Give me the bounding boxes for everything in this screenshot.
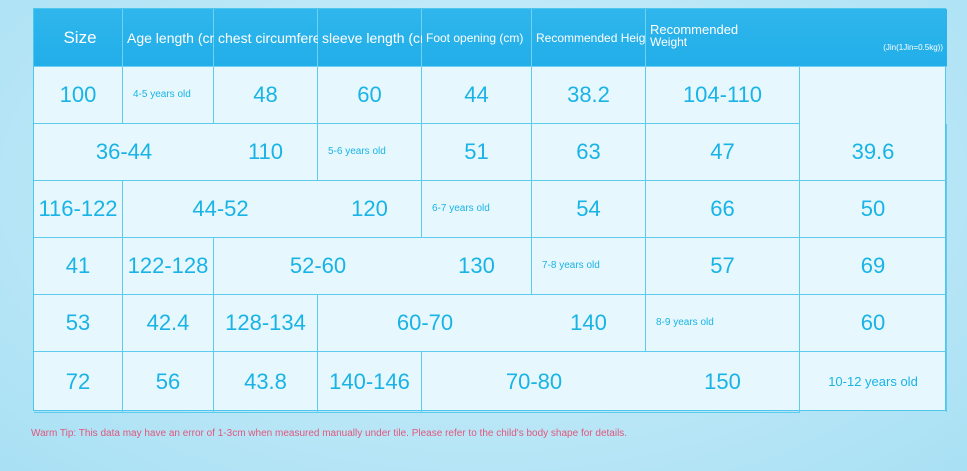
cell-age: 7-8 years old: [532, 238, 646, 295]
header-chest: chest circumference (cm): [214, 9, 375, 67]
cell-chest: 57: [646, 238, 800, 295]
warm-tip: Warm Tip: This data may have an error of…: [31, 428, 628, 439]
cell-size: 140: [532, 295, 646, 352]
cell-weight: 36-44: [34, 124, 214, 181]
cell-length: 56: [123, 352, 214, 412]
cell-age: 4-5 years old: [123, 67, 214, 124]
header-weight-line2: Weight: [650, 35, 688, 49]
cell-height: 116-122: [34, 181, 123, 238]
cell-age: 8-9 years old: [646, 295, 800, 352]
cell-chest: 54: [532, 181, 646, 238]
cell-foot: 41: [34, 238, 123, 295]
cell-foot: 42.4: [123, 295, 214, 352]
cell-length: 44: [422, 67, 532, 124]
cell-foot: 39.6: [800, 124, 947, 181]
header-recommended-weight: Recommended Weight (Jin(1Jin=0.5kg)): [646, 9, 947, 67]
cell-weight: 52-60: [214, 238, 422, 295]
cell-sleeve: 66: [646, 181, 800, 238]
cell-size: 150: [646, 352, 800, 412]
cell-chest: 51: [422, 124, 532, 181]
cell-chest: 63: [34, 412, 123, 413]
cell-chest: 60: [800, 295, 947, 352]
cell-age: 10-12 years old: [800, 352, 947, 412]
cell-size: 120: [318, 181, 422, 238]
header-sleeve: sleeve length (cm): [318, 9, 436, 67]
size-chart-table: Size Age length (cm) chest circumference…: [33, 8, 947, 413]
cell-height: 152-158: [422, 412, 532, 413]
cell-height: 104-110: [646, 67, 800, 124]
cell-weight: 60-70: [318, 295, 532, 352]
cell-length: 53: [34, 295, 123, 352]
cell-foot: 38.2: [532, 67, 646, 124]
cell-height: 140-146: [318, 352, 422, 412]
header-foot-opening: Foot opening (cm): [422, 9, 532, 67]
cell-weight: 44-52: [123, 181, 318, 238]
cell-sleeve: 69: [800, 238, 947, 295]
header-weight-note: (Jin(1Jin=0.5kg)): [883, 43, 943, 52]
cell-length: 59: [214, 412, 318, 413]
cell-sleeve: 63: [532, 124, 646, 181]
cell-chest: 48: [214, 67, 318, 124]
cell-height: 122-128: [123, 238, 214, 295]
header-age: Age length (cm): [123, 9, 226, 67]
header-size: Size: [34, 9, 123, 67]
cell-length: 47: [646, 124, 800, 181]
cell-height: 128-134: [214, 295, 318, 352]
cell-sleeve: 75: [123, 412, 214, 413]
cell-foot: 43.8: [214, 352, 318, 412]
cell-size: 130: [422, 238, 532, 295]
header-weight-line1: Recommended: [650, 22, 739, 37]
cell-weight: 70-80: [505, 369, 563, 394]
cell-weight: 80-90: [532, 412, 800, 413]
cell-age: 6-7 years old: [422, 181, 532, 238]
cell-sleeve: 72: [34, 352, 123, 412]
cell-foot: 45: [318, 412, 422, 413]
cell-sleeve: 60: [318, 67, 422, 124]
cell-size: 110: [214, 124, 318, 181]
cell-age: 5-6 years old: [318, 124, 422, 181]
cell-size: 100: [34, 67, 123, 124]
header-recommended-height: Recommended Height (cm): [532, 9, 683, 67]
cell-length: 50: [800, 181, 947, 238]
